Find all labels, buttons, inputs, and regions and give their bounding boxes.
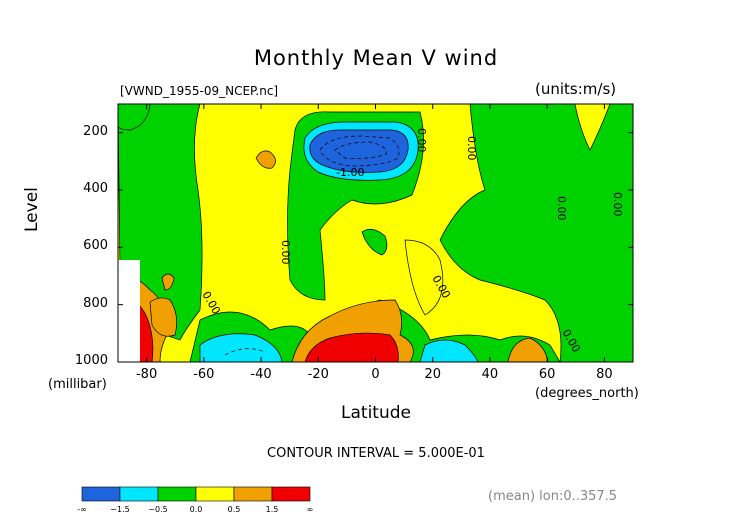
x-tick-label: -20 [307, 367, 329, 382]
y-tick-label: 400 [83, 181, 108, 196]
green-region-upper-left [118, 104, 151, 131]
contour-label: 0.00 [279, 240, 292, 265]
colorbar-swatch [271, 486, 311, 502]
colorbar-swatch [233, 486, 273, 502]
y-tick-label: 600 [83, 238, 108, 254]
orange-midlat-spot [161, 273, 175, 291]
red-surface-tropics [304, 332, 399, 362]
colorbar-tick-label: 0.0 [189, 505, 203, 514]
contour-label: 0.00 [415, 128, 428, 153]
cyan-surface-south [199, 333, 283, 362]
contour-interval-note: CONTOUR INTERVAL = 5.000E-01 [267, 446, 485, 461]
x-tick-label: 20 [424, 367, 441, 382]
x-tick-label: 80 [596, 367, 613, 382]
x-axis-unit: (degrees_north) [535, 386, 639, 401]
colorbar-swatch [81, 486, 121, 502]
x-tick-label: 0 [371, 367, 380, 382]
x-tick-label: 40 [481, 367, 499, 382]
cyan-surface-tropics [419, 339, 479, 362]
x-axis-label: Latitude [341, 403, 411, 423]
colorbar-tick-label: -∞ [77, 505, 87, 514]
chart-title: Monthly Mean V wind [253, 46, 499, 70]
dashed-contour-surface [224, 348, 266, 356]
orange-upper-blob [255, 150, 276, 169]
dashed-contour-2 [334, 141, 387, 159]
x-tick-label: -80 [135, 367, 158, 382]
orange-south-column [149, 297, 177, 337]
colorbar [81, 486, 311, 502]
contour-label: 0.00 [611, 192, 624, 217]
colorbar-swatch [195, 486, 235, 502]
units-label: (units:m/s) [535, 80, 617, 98]
colorbar-tick-label: −1.5 [110, 505, 130, 514]
y-tick-label: 1000 [74, 353, 108, 368]
x-tick-label: -40 [250, 367, 272, 382]
yellow-gap-midlat [404, 239, 444, 316]
mean-note: (mean) lon:0..357.5 [488, 489, 618, 504]
y-tick-label: 200 [83, 123, 108, 139]
blue-jet-core [309, 129, 409, 173]
y-axis-unit: (millibar) [48, 377, 107, 392]
contour-label: 0.00 [555, 196, 568, 221]
colorbar-swatch [119, 486, 159, 502]
colorbar-tick-label: 1.5 [265, 505, 279, 514]
yellow-gap-north [574, 104, 611, 151]
green-blob-center [361, 228, 388, 256]
contour-label: 0.00 [465, 136, 478, 161]
orange-north-surface [507, 337, 549, 362]
missing-data-patch [118, 260, 140, 362]
contour-label: -1.00 [336, 166, 364, 179]
colorbar-swatch [157, 486, 197, 502]
x-tick-label: 60 [538, 367, 556, 382]
green-region-north [439, 104, 633, 362]
dashed-contour-1 [319, 135, 400, 167]
file-label: [VWND_1955-09_NCEP.nc] [120, 84, 279, 98]
colorbar-tick-label: 0.5 [227, 505, 241, 514]
colorbar-tick-label: ∞ [306, 505, 314, 514]
colorbar-tick-label: −0.5 [148, 505, 168, 514]
x-tick-label: -60 [193, 367, 215, 382]
y-tick-label: 800 [83, 295, 108, 311]
